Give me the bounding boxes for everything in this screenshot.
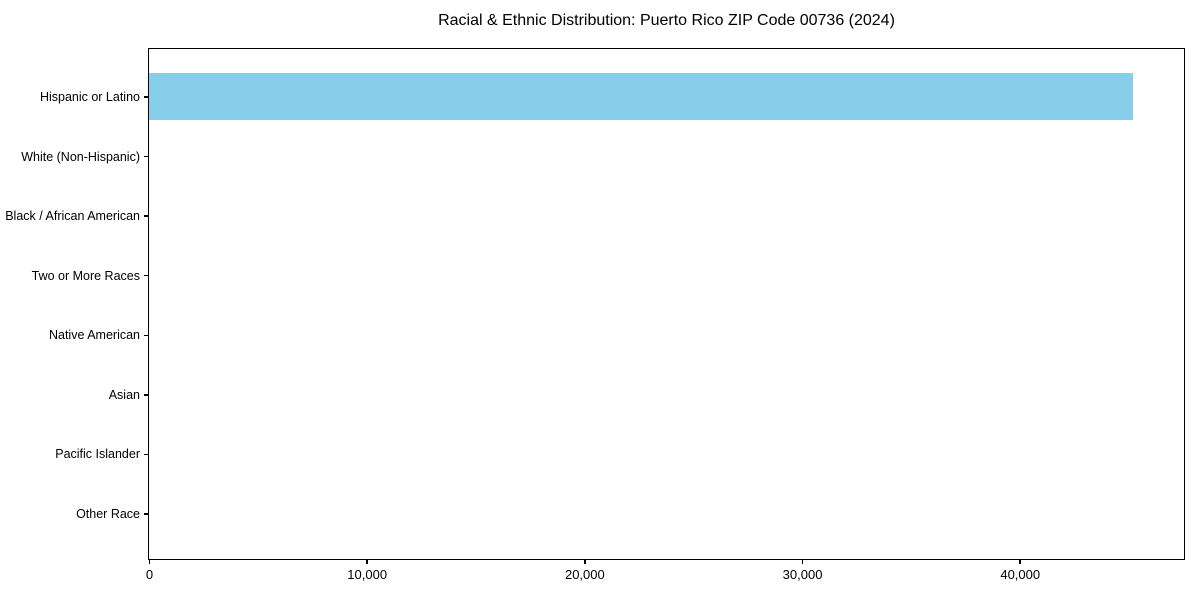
x-tick-label: 10,000 bbox=[347, 567, 388, 582]
y-tick-label: Black / African American bbox=[5, 209, 140, 224]
x-tick-mark bbox=[148, 560, 151, 564]
y-tick-mark bbox=[144, 334, 148, 337]
y-tick-label: Hispanic or Latino bbox=[39, 90, 140, 104]
y-tick-mark bbox=[144, 394, 148, 396]
y-tick-mark bbox=[144, 215, 148, 217]
y-tick-label: Two or More Races bbox=[31, 268, 140, 283]
x-tick-mark bbox=[584, 560, 586, 564]
y-tick-label: White (Non-Hispanic) bbox=[21, 149, 140, 164]
x-tick-label: 40,000 bbox=[1000, 567, 1041, 582]
plot-area bbox=[148, 48, 1185, 560]
y-tick-label: Asian bbox=[108, 387, 140, 402]
y-tick-label: Native American bbox=[48, 328, 140, 343]
x-tick-label: 20,000 bbox=[564, 567, 605, 582]
y-tick-label: Other Race bbox=[76, 507, 140, 521]
y-tick-mark bbox=[144, 513, 148, 515]
y-tick-mark bbox=[144, 274, 148, 277]
x-tick-mark bbox=[801, 560, 804, 564]
y-tick-mark bbox=[144, 155, 148, 158]
y-tick-label: Pacific Islander bbox=[55, 447, 140, 462]
x-tick-mark bbox=[1019, 560, 1021, 564]
y-tick-mark bbox=[144, 453, 148, 456]
x-tick-mark bbox=[366, 560, 368, 564]
bar-hispanic-or-latino bbox=[149, 73, 1133, 120]
chart-title: Racial & Ethnic Distribution: Puerto Ric… bbox=[438, 12, 895, 29]
y-tick-mark bbox=[144, 96, 148, 98]
x-tick-label: 30,000 bbox=[782, 567, 823, 582]
x-tick-label: 0 bbox=[145, 567, 154, 582]
